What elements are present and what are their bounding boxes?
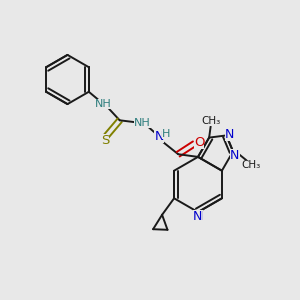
Text: N: N: [154, 130, 164, 143]
Text: NH: NH: [134, 118, 151, 128]
Text: O: O: [194, 136, 205, 149]
Text: N: N: [230, 149, 239, 162]
Text: CH₃: CH₃: [242, 160, 261, 170]
Text: N: N: [225, 128, 234, 141]
Text: N: N: [193, 210, 203, 224]
Text: N: N: [193, 210, 202, 224]
Text: H: H: [162, 129, 170, 139]
Text: CH₃: CH₃: [201, 116, 220, 126]
Text: S: S: [101, 134, 110, 147]
Text: NH: NH: [95, 99, 112, 109]
